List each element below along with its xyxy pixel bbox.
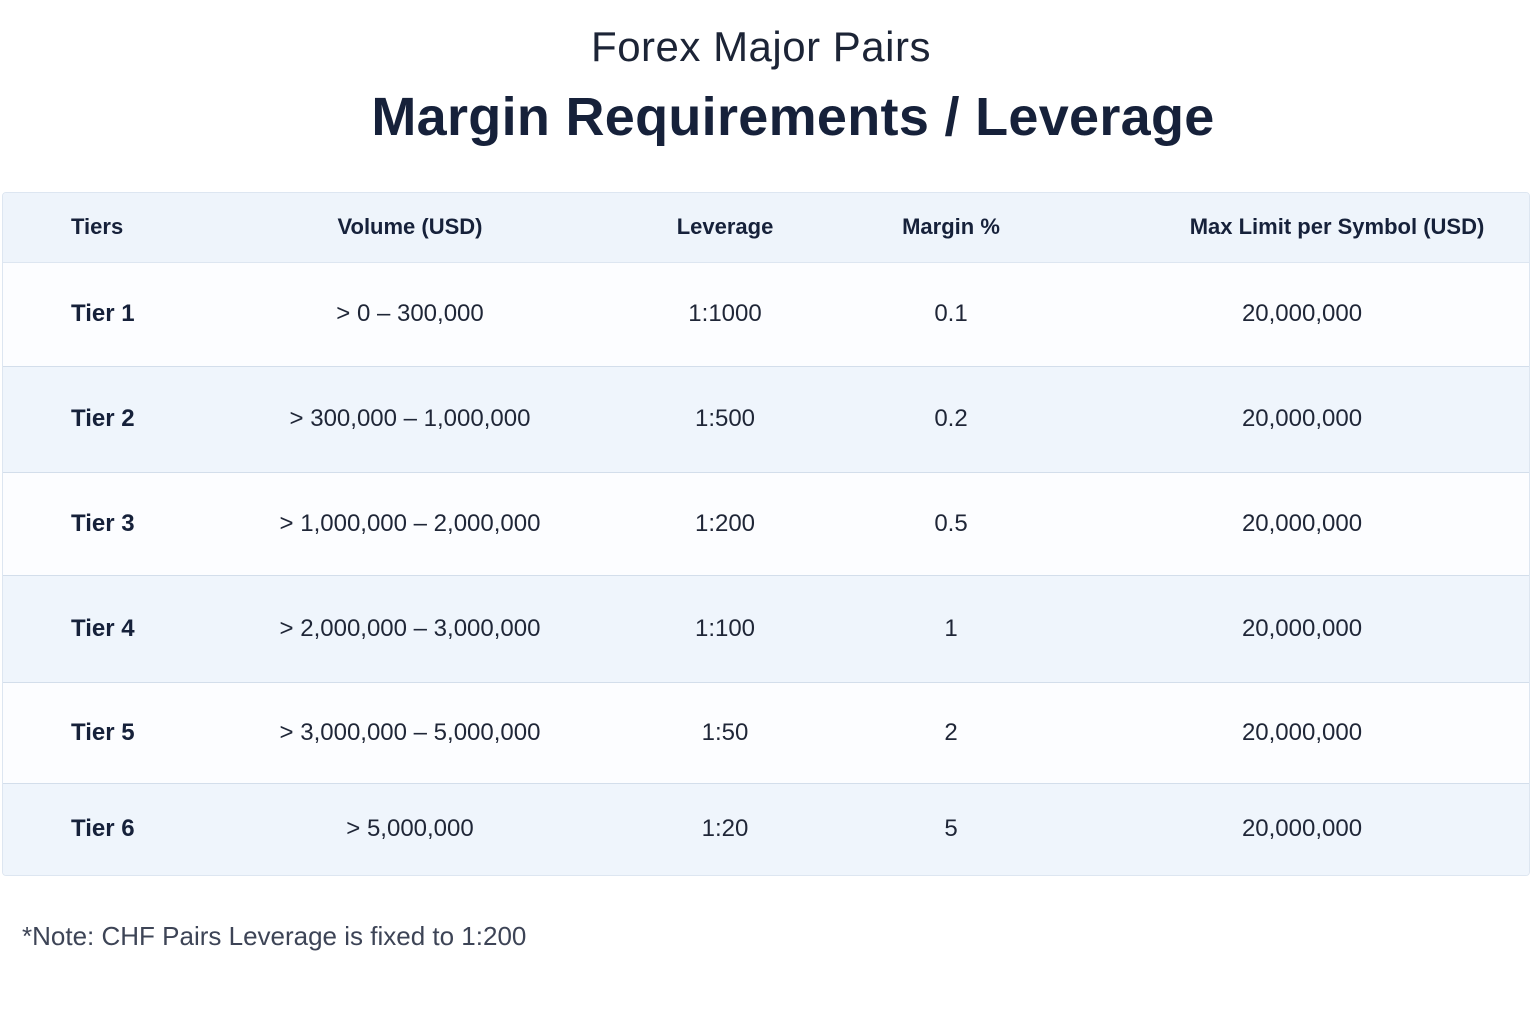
page-subtitle: Forex Major Pairs (591, 23, 931, 70)
table-row: Tier 4 > 2,000,000 – 3,000,000 1:100 1 2… (3, 575, 1529, 682)
max-limit-cell: 20,000,000 (1241, 718, 1363, 746)
tier-cell: Tier 3 (71, 509, 135, 537)
table-row: Tier 6 > 5,000,000 1:20 5 20,000,000 (3, 783, 1529, 875)
margin-cell: 0.5 (934, 509, 968, 537)
margin-table: Tiers Volume (USD) Leverage Margin % Max… (3, 193, 1529, 875)
table-row: Tier 5 > 3,000,000 – 5,000,000 1:50 2 20… (3, 682, 1529, 783)
column-header-margin: Margin % (829, 193, 1073, 263)
margin-cell: 2 (944, 718, 958, 746)
column-header-max-limit: Max Limit per Symbol (USD) (1073, 193, 1529, 263)
margin-table-container: Tiers Volume (USD) Leverage Margin % Max… (2, 192, 1530, 876)
column-header-volume: Volume (USD) (199, 193, 621, 263)
tier-cell: Tier 5 (71, 718, 135, 746)
margin-cell: 0.1 (934, 300, 968, 327)
volume-cell: > 1,000,000 – 2,000,000 (279, 509, 541, 537)
max-limit-cell: 20,000,000 (1241, 815, 1363, 843)
leverage-cell: 1:500 (694, 405, 756, 432)
table-header: Tiers Volume (USD) Leverage Margin % Max… (3, 193, 1529, 263)
table-body: Tier 1 > 0 – 300,000 1:1000 0.1 20,000,0… (3, 262, 1529, 875)
volume-cell: > 3,000,000 – 5,000,000 (279, 718, 541, 746)
table-row: Tier 1 > 0 – 300,000 1:1000 0.1 20,000,0… (3, 262, 1529, 366)
footnote: *Note: CHF Pairs Leverage is fixed to 1:… (22, 921, 527, 951)
volume-cell: > 2,000,000 – 3,000,000 (279, 614, 541, 642)
margin-cell: 5 (944, 815, 958, 843)
table-row: Tier 3 > 1,000,000 – 2,000,000 1:200 0.5… (3, 472, 1529, 575)
volume-cell: > 300,000 – 1,000,000 (289, 405, 531, 432)
volume-cell: > 5,000,000 (346, 815, 474, 843)
max-limit-cell: 20,000,000 (1241, 614, 1363, 642)
tier-cell: Tier 1 (71, 300, 135, 327)
tier-cell: Tier 2 (71, 405, 135, 432)
page-title: Margin Requirements / Leverage (371, 87, 1215, 147)
leverage-cell: 1:20 (701, 815, 749, 843)
table-row: Tier 2 > 300,000 – 1,000,000 1:500 0.2 2… (3, 366, 1529, 472)
margin-cell: 1 (944, 614, 958, 642)
volume-cell: > 0 – 300,000 (336, 300, 484, 327)
max-limit-cell: 20,000,000 (1241, 405, 1363, 432)
margin-cell: 0.2 (934, 405, 968, 432)
tier-cell: Tier 6 (71, 815, 135, 843)
leverage-cell: 1:50 (701, 718, 749, 746)
table-header-row: Tiers Volume (USD) Leverage Margin % Max… (3, 193, 1529, 263)
max-limit-cell: 20,000,000 (1241, 509, 1363, 537)
max-limit-cell: 20,000,000 (1241, 300, 1363, 327)
leverage-cell: 1:100 (694, 614, 756, 642)
leverage-cell: 1:200 (694, 509, 756, 537)
leverage-cell: 1:1000 (688, 300, 762, 327)
column-header-leverage: Leverage (621, 193, 829, 263)
tier-cell: Tier 4 (71, 614, 135, 642)
column-header-tiers: Tiers (3, 193, 199, 263)
